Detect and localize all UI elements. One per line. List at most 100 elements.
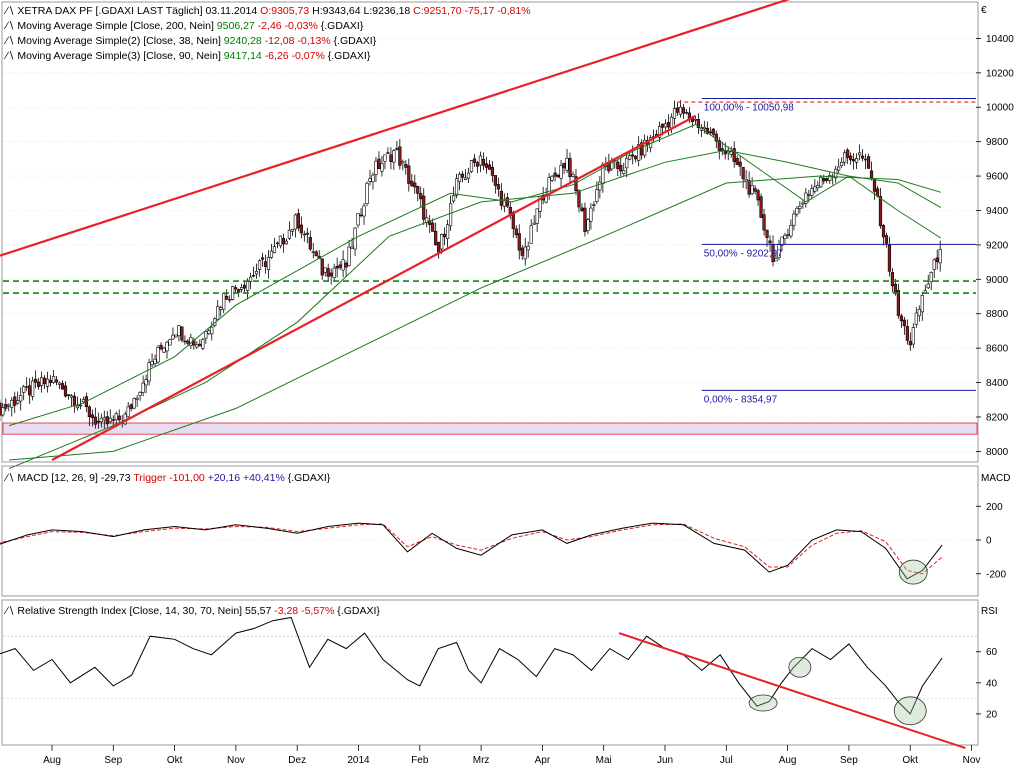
candle-body: [147, 362, 151, 382]
candle-body: [705, 127, 709, 134]
macd-trigger-line: [0, 523, 943, 575]
candle: [741, 166, 745, 188]
candle: [571, 171, 575, 178]
candle: [159, 342, 163, 351]
candle-body: [929, 272, 933, 283]
candle: [362, 202, 366, 225]
candle-body: [42, 377, 47, 385]
candle-body: [359, 214, 363, 217]
candle-body: [556, 174, 560, 178]
candle: [141, 375, 145, 397]
candle-body: [496, 184, 500, 190]
candle: [338, 261, 342, 270]
candle: [150, 353, 154, 367]
candle: [90, 409, 94, 427]
candle-body: [592, 204, 596, 206]
candle: [365, 181, 369, 207]
candle-body: [225, 295, 229, 300]
candle-body: [28, 385, 32, 396]
candle-body: [454, 178, 459, 196]
candle: [177, 324, 181, 342]
candle-body: [899, 315, 903, 322]
candle: [410, 173, 414, 187]
price-tick-label: 9200: [986, 240, 1009, 251]
macd-highlight-circle: [898, 559, 928, 585]
candle: [356, 213, 360, 228]
macd-tick-label: 200: [986, 502, 1003, 513]
candle-body: [786, 234, 790, 236]
candle-body: [660, 123, 665, 128]
candle: [305, 227, 309, 244]
candle: [1, 403, 5, 417]
candle: [219, 305, 223, 317]
candle: [287, 221, 291, 240]
price-tick-label: 8800: [986, 309, 1009, 320]
header-line: ∕∖ XETRA DAX PF [.GDAXI LAST Täglich] 03…: [3, 5, 531, 617]
candle: [878, 187, 883, 229]
candle: [404, 160, 408, 175]
candle: [774, 249, 778, 262]
candle: [138, 391, 142, 401]
candle: [789, 219, 793, 239]
candle: [344, 260, 348, 277]
price-tick-label: 10200: [986, 68, 1014, 79]
candle-body: [881, 225, 886, 238]
candle-body: [368, 178, 372, 182]
rsi-tick-label: 20: [986, 709, 998, 720]
candle-body: [374, 160, 378, 175]
candle-body: [245, 281, 250, 291]
candle-body: [446, 224, 450, 239]
candle: [42, 375, 47, 390]
legend-sma-200: ∕∖ Moving Average Simple [Close, 200, Ne…: [3, 20, 364, 32]
candle: [890, 268, 895, 293]
candle-body: [126, 406, 130, 418]
fibonacci-label: 50,00% - 9202,97: [704, 248, 783, 259]
candle-body: [281, 238, 286, 245]
candle-body: [78, 404, 83, 407]
candle-body: [410, 180, 414, 187]
candle-body: [114, 413, 118, 421]
candle: [696, 113, 700, 134]
candle-body: [780, 236, 784, 246]
candle-body: [759, 196, 763, 218]
candle-body: [765, 229, 769, 238]
time-tick-label: Nov: [227, 755, 245, 766]
candle: [640, 139, 644, 160]
candle: [383, 154, 387, 170]
candle-body: [263, 261, 268, 267]
candle-body: [332, 267, 336, 278]
time-tick-label: Dez: [288, 755, 306, 766]
time-tick-label: Mrz: [473, 755, 490, 766]
candle-body: [481, 158, 486, 166]
rsi-panel: 20 40 60: [0, 616, 998, 750]
candle: [69, 394, 74, 407]
trendlines: [0, 0, 790, 461]
candle: [105, 410, 109, 429]
macd-legend: ∕∖ MACD [12, 26, 9] -29,73 Trigger -101,…: [3, 472, 331, 484]
candle: [117, 409, 121, 423]
rsi-highlight-circle: [748, 694, 778, 712]
candle: [783, 232, 787, 245]
candle: [496, 177, 500, 197]
candle: [4, 398, 8, 412]
candle-body: [568, 158, 572, 178]
candle-body: [795, 207, 799, 215]
candle-body: [451, 195, 456, 202]
candle-body: [371, 174, 375, 183]
candle: [257, 259, 262, 277]
candle-body: [571, 173, 575, 177]
candle-body: [869, 170, 874, 179]
candle-body: [526, 245, 530, 251]
candle: [899, 313, 903, 328]
candle: [0, 399, 2, 422]
candle-body: [475, 162, 480, 167]
candle-body: [908, 341, 912, 346]
macd-tick-label: -200: [986, 569, 1006, 580]
candle: [174, 334, 178, 338]
candle: [466, 167, 471, 184]
fibonacci-labels: 100,00% - 10050,98 50,00% - 9202,97 0,00% …: [704, 102, 795, 405]
candle-body: [407, 165, 411, 184]
candle-body: [681, 107, 686, 114]
candle-body: [117, 415, 121, 421]
